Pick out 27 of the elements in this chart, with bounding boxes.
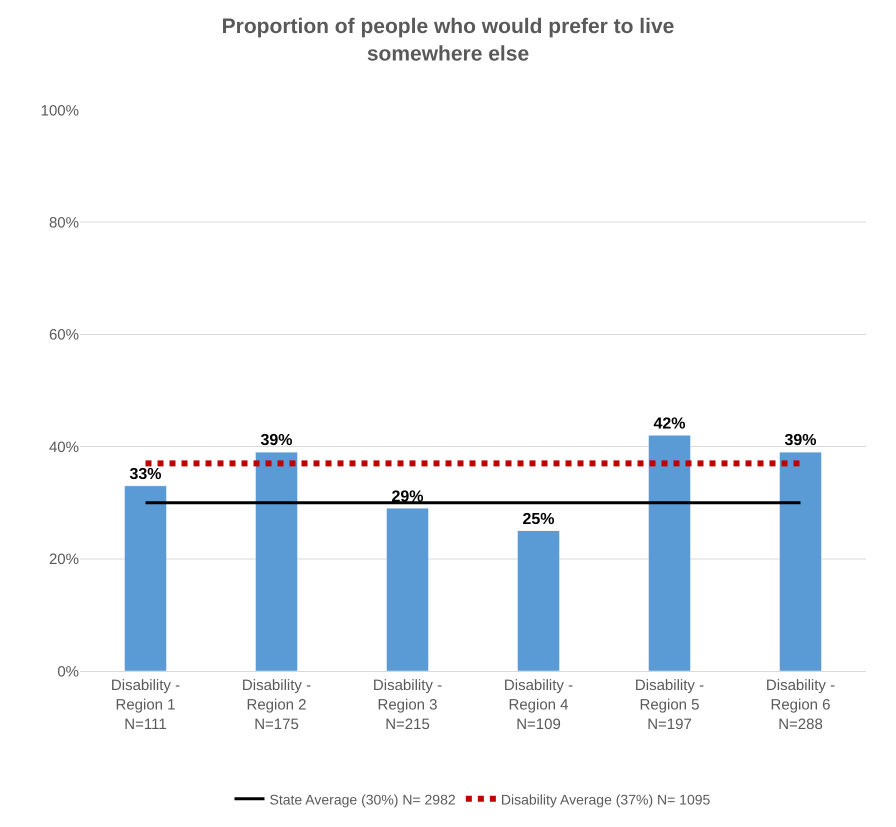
x-tick-label: Disability - Region 1 N=111 — [110, 677, 180, 733]
bar — [124, 486, 167, 671]
y-tick-label: 20% — [48, 551, 79, 568]
data-label: 39% — [784, 432, 817, 450]
data-label: 29% — [391, 488, 424, 506]
y-tick-label: 80% — [48, 214, 79, 232]
bar — [386, 508, 429, 671]
y-tick-label: 0% — [57, 663, 79, 680]
bar — [255, 452, 298, 671]
x-tick-label: Disability - Region 3 N=215 — [372, 677, 442, 733]
legend-label: State Average (30%) N= 2982 — [270, 791, 456, 808]
chart-title: Proportion of people who would prefer to live somewhere else — [222, 15, 674, 66]
bar — [779, 452, 822, 671]
data-label: 25% — [522, 510, 555, 528]
bar — [648, 435, 691, 671]
y-tick-label: 40% — [48, 438, 79, 456]
x-tick-label: Disability - Region 5 N=197 — [634, 677, 704, 733]
data-label: 39% — [260, 432, 293, 450]
data-label: 42% — [653, 415, 686, 432]
legend-label: Disability Average (37%) N= 1095 — [500, 791, 711, 808]
y-tick-label: 60% — [48, 326, 79, 344]
x-tick-label: Disability - Region 6 N=288 — [766, 677, 836, 733]
y-tick-label: 100% — [40, 102, 79, 120]
x-tick-label: Disability - Region 2 N=175 — [242, 677, 312, 733]
data-label: 33% — [129, 466, 162, 483]
bar — [517, 530, 560, 671]
x-tick-label: Disability - Region 4 N=109 — [504, 677, 574, 733]
